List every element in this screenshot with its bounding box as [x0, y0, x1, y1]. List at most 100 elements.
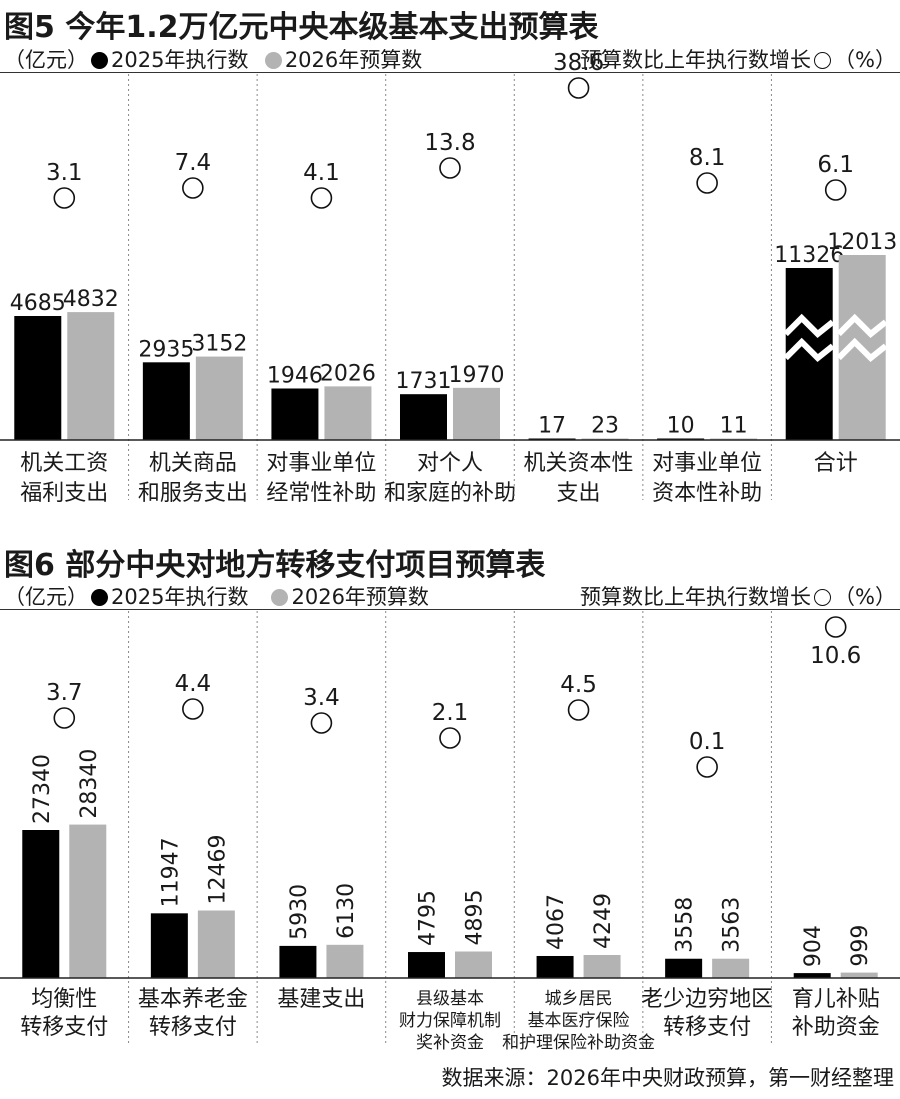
chart1-axis-break	[783, 337, 835, 363]
chart2-category-label: 城乡居民	[545, 989, 613, 1009]
chart1-value-label: 4685	[10, 291, 66, 316]
chart2-value-label: 28340	[77, 749, 102, 819]
chart1-value-label: 12013	[827, 230, 897, 255]
chart2-growth-marker	[53, 707, 76, 729]
chart1-bar	[142, 362, 190, 440]
chart2-legend: （亿元） 2025年执行数 2026年预算数 预算数比上年执行数增长 （%）	[4, 581, 896, 609]
chart1-value-label: 23	[591, 414, 619, 439]
chart2-value-label: 3558	[673, 897, 698, 953]
chart2-category-label: 老少边穷地区	[641, 987, 773, 1012]
chart2-growth-label: 2.1	[432, 700, 469, 726]
chart1-growth-label: 3.1	[46, 160, 83, 186]
chart2-bar	[840, 972, 878, 978]
chart2-growth-label: 0.1	[689, 729, 726, 755]
chart2-category-label: 转移支付	[663, 1015, 751, 1040]
chart2-growth-marker	[310, 712, 333, 734]
chart1-category-label: 机关资本性	[524, 451, 634, 476]
chart2-category-label: 均衡性	[31, 987, 97, 1012]
chart1-value-label: 11	[720, 414, 748, 439]
chart1-bar	[324, 386, 372, 440]
chart2-bar	[793, 973, 831, 978]
chart2-title: 图6 部分中央对地方转移支付项目预算表	[4, 548, 546, 583]
chart1-value-label: 17	[538, 414, 566, 439]
chart2-category-label: 财力保障机制	[399, 1011, 501, 1031]
chart1-category-label: 经常性补助	[266, 481, 376, 506]
chart1-growth-label: 38.6	[553, 50, 604, 76]
chart1-value-label: 4832	[63, 287, 119, 312]
chart1-legend-growth: 预算数比上年执行数增长	[580, 48, 812, 72]
chart2-value-label: 12469	[205, 835, 230, 905]
chart1-legend-growth-unit: （%）	[834, 48, 896, 72]
chart2-value-label: 11947	[158, 837, 183, 907]
chart1-value-label: 11326	[774, 243, 844, 268]
chart2-bar	[197, 910, 235, 978]
chart2-category-label: 基本养老金	[138, 987, 248, 1012]
chart1-bar	[195, 356, 243, 440]
chart2-category-label: 基建支出	[277, 987, 365, 1012]
circle-icon	[814, 589, 832, 606]
chart2-growth-marker	[182, 698, 204, 720]
chart1-value-label: 2026	[320, 361, 376, 386]
chart2-category-label: 转移支付	[20, 1015, 108, 1040]
chart1-growth-label: 8.1	[689, 145, 726, 171]
chart2-growth-label: 3.4	[303, 685, 340, 711]
chart1-bar	[271, 388, 319, 440]
chart2-growth-marker	[567, 699, 590, 721]
chart1-bar	[452, 387, 500, 440]
chart1-unit: （亿元）	[4, 48, 88, 72]
circle-icon	[814, 52, 832, 69]
chart1-value-label: 1970	[448, 363, 504, 388]
chart1-axis-break	[836, 337, 888, 363]
chart1-value-label: 1946	[267, 363, 323, 388]
chart2-category-label: 基本医疗保险	[528, 1011, 630, 1031]
chart1-title: 图5 今年1.2万亿元中央本级基本支出预算表	[4, 10, 599, 45]
chart1-growth-label: 7.4	[175, 150, 212, 176]
chart1-legend-series1: 2025年执行数	[111, 48, 249, 72]
chart2-category-label: 奖补资金	[416, 1033, 484, 1053]
chart1-value-label: 10	[667, 414, 695, 439]
chart2-legend-growth: 预算数比上年执行数增长	[580, 585, 812, 609]
chart1-category-label: 支出	[557, 481, 601, 506]
chart1-growth-label: 6.1	[817, 152, 854, 178]
chart1-category-label: 和家庭的补助	[384, 481, 516, 506]
chart2-category-label: 和护理保险补助资金	[502, 1033, 655, 1053]
chart2-bar	[536, 955, 574, 978]
chart2-growth-label: 10.6	[810, 643, 861, 669]
chart2-bar	[22, 830, 60, 978]
chart2-value-label: 4067	[544, 894, 569, 950]
chart1-growth-label: 4.1	[303, 160, 340, 186]
chart1-growth-marker	[439, 157, 461, 179]
chart2-bar	[150, 913, 188, 978]
chart2-value-label: 4895	[462, 890, 487, 946]
chart2-category-label: 育儿补贴	[792, 987, 880, 1012]
chart2-value-label: 27340	[30, 754, 55, 824]
chart1-growth-marker	[696, 172, 718, 194]
chart1-category-label: 对事业单位	[652, 451, 762, 476]
chart2-value-label: 5930	[287, 884, 312, 940]
chart1-growth-marker	[567, 77, 590, 99]
chart1-bar	[67, 312, 115, 440]
black-dot-icon	[91, 589, 108, 606]
chart1-header-rule	[0, 72, 900, 73]
chart1-growth-marker	[824, 179, 847, 201]
chart2-growth-marker	[696, 756, 718, 778]
gray-dot-icon	[264, 52, 282, 69]
chart2-value-label: 3563	[720, 897, 745, 953]
chart2-value-label: 4249	[591, 893, 616, 949]
chart2-legend-growth-unit: （%）	[834, 585, 896, 609]
chart1-value-label: 2935	[138, 337, 194, 362]
chart2-growth-label: 3.7	[46, 680, 83, 706]
chart1-value-label: 1731	[395, 369, 451, 394]
chart1-category-label: 资本性补助	[652, 481, 762, 506]
chart2-category-label: 县级基本	[416, 989, 484, 1009]
chart1-category-label: 和服务支出	[138, 481, 248, 506]
chart1-category-label: 对个人	[417, 451, 483, 476]
black-dot-icon	[91, 52, 108, 69]
chart2-header-rule	[0, 609, 900, 610]
chart1-category-label: 合计	[814, 451, 858, 476]
chart1-growth-label: 13.8	[424, 130, 475, 156]
chart1-legend: （亿元） 2025年执行数 2026年预算数 预算数比上年执行数增长 （%）	[4, 44, 896, 72]
gray-dot-icon	[271, 589, 289, 606]
chart1-growth-marker	[53, 187, 76, 209]
